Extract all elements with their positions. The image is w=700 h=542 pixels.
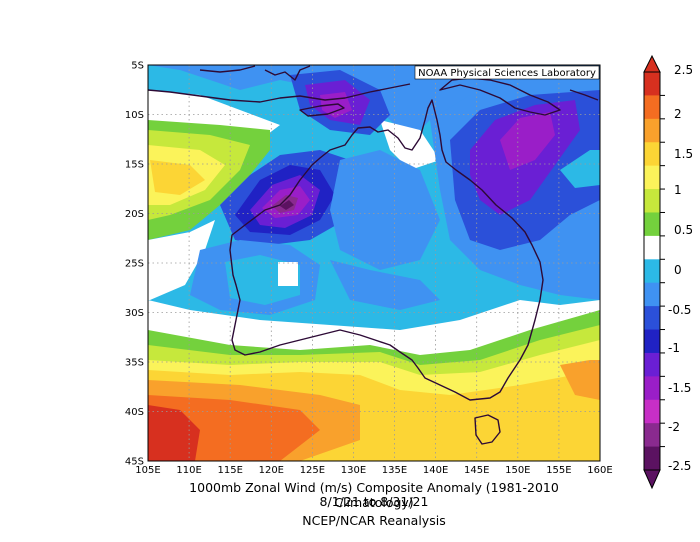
colorbar-label: 1 xyxy=(674,183,682,197)
lon-label: 155E xyxy=(546,465,571,476)
lat-label: 30S xyxy=(125,308,144,319)
colorbar-label: 2 xyxy=(674,107,682,121)
colorbar-min-arrow xyxy=(643,469,661,490)
lon-label: 140E xyxy=(423,465,448,476)
sulawesi-coastline xyxy=(264,65,311,81)
colorbar-label: -2.5 xyxy=(668,459,691,473)
lat-label: 35S xyxy=(125,358,144,369)
colorbar-swatch xyxy=(644,189,660,213)
colorbar-label: 0.5 xyxy=(674,223,693,237)
colorbar-label: -1.5 xyxy=(668,381,691,395)
contour-fill xyxy=(148,65,600,461)
colorbar-swatch xyxy=(644,329,660,354)
colorbar-frame xyxy=(643,71,661,471)
colorbar-labels: 2.5 2 1.5 1 0.5 0 -0.5 -1 -1.5 -2 -2.5 xyxy=(668,63,693,473)
lat-label: 25S xyxy=(125,259,144,270)
colorbar-swatch xyxy=(644,259,660,284)
tasmania-coastline xyxy=(474,414,501,445)
lon-label: 135E xyxy=(382,465,407,476)
colorbar-swatch xyxy=(644,423,660,448)
colorbar-swatch xyxy=(644,376,660,401)
figure-source: NCEP/NCAR Reanalysis xyxy=(302,513,446,528)
colorbar-swatch xyxy=(644,282,660,307)
colorbar-swatch xyxy=(644,95,660,120)
figure-date-range: 8/1/21 to 8/31/21 xyxy=(319,494,429,509)
colorbar xyxy=(643,54,665,490)
borneo-coastline xyxy=(199,65,256,73)
colorbar-label: -1 xyxy=(668,341,680,355)
lon-axis: 105E 110E 115E 120E 125E 130E 135E 140E … xyxy=(135,465,612,476)
colorbar-label: 0 xyxy=(674,263,682,277)
lat-label: 15S xyxy=(125,160,144,171)
credit-label: NOAA Physical Sciences Laboratory xyxy=(418,68,596,79)
colorbar-swatch xyxy=(644,446,660,471)
lat-label: 5S xyxy=(131,61,144,72)
australia-coastline xyxy=(229,99,544,401)
indonesia-coastline xyxy=(148,83,411,103)
lon-label: 125E xyxy=(300,465,325,476)
solomon-coastline xyxy=(569,89,599,101)
colorbar-swatch xyxy=(644,72,660,96)
colorbar-swatch xyxy=(644,306,660,331)
timor-coastline xyxy=(299,103,345,117)
colorbar-swatch xyxy=(644,212,660,237)
grid-lines xyxy=(148,65,600,461)
colorbar-swatch xyxy=(644,399,660,424)
lat-label: 40S xyxy=(125,407,144,418)
lon-label: 160E xyxy=(587,465,612,476)
lon-label: 105E xyxy=(135,465,160,476)
lat-label: 10S xyxy=(125,110,144,121)
lat-axis: 5S 10S 15S 20S 25S 30S 35S 40S 45S xyxy=(125,61,144,468)
lat-label: 20S xyxy=(125,209,144,220)
colorbar-swatch xyxy=(644,118,660,143)
colorbar-swatch xyxy=(644,165,660,190)
credit-box xyxy=(414,65,600,80)
colorbar-swatch xyxy=(644,352,660,377)
lon-label: 115E xyxy=(217,465,242,476)
colorbar-label: 2.5 xyxy=(674,63,693,77)
lon-label: 145E xyxy=(464,465,489,476)
plot-frame xyxy=(147,64,601,462)
lon-label: 120E xyxy=(259,465,284,476)
colorbar-max-arrow xyxy=(643,54,661,73)
lon-label: 110E xyxy=(176,465,201,476)
colorbar-label: -2 xyxy=(668,420,680,434)
colorbar-swatch xyxy=(644,142,660,167)
figure-title: 1000mb Zonal Wind (m/s) Composite Anomal… xyxy=(189,480,559,510)
colorbar-swatch xyxy=(644,235,660,260)
colorbar-label: -0.5 xyxy=(668,303,691,317)
lat-label: 45S xyxy=(125,457,144,468)
lon-label: 150E xyxy=(505,465,530,476)
lon-label: 130E xyxy=(341,465,366,476)
colorbar-label: 1.5 xyxy=(674,147,693,161)
